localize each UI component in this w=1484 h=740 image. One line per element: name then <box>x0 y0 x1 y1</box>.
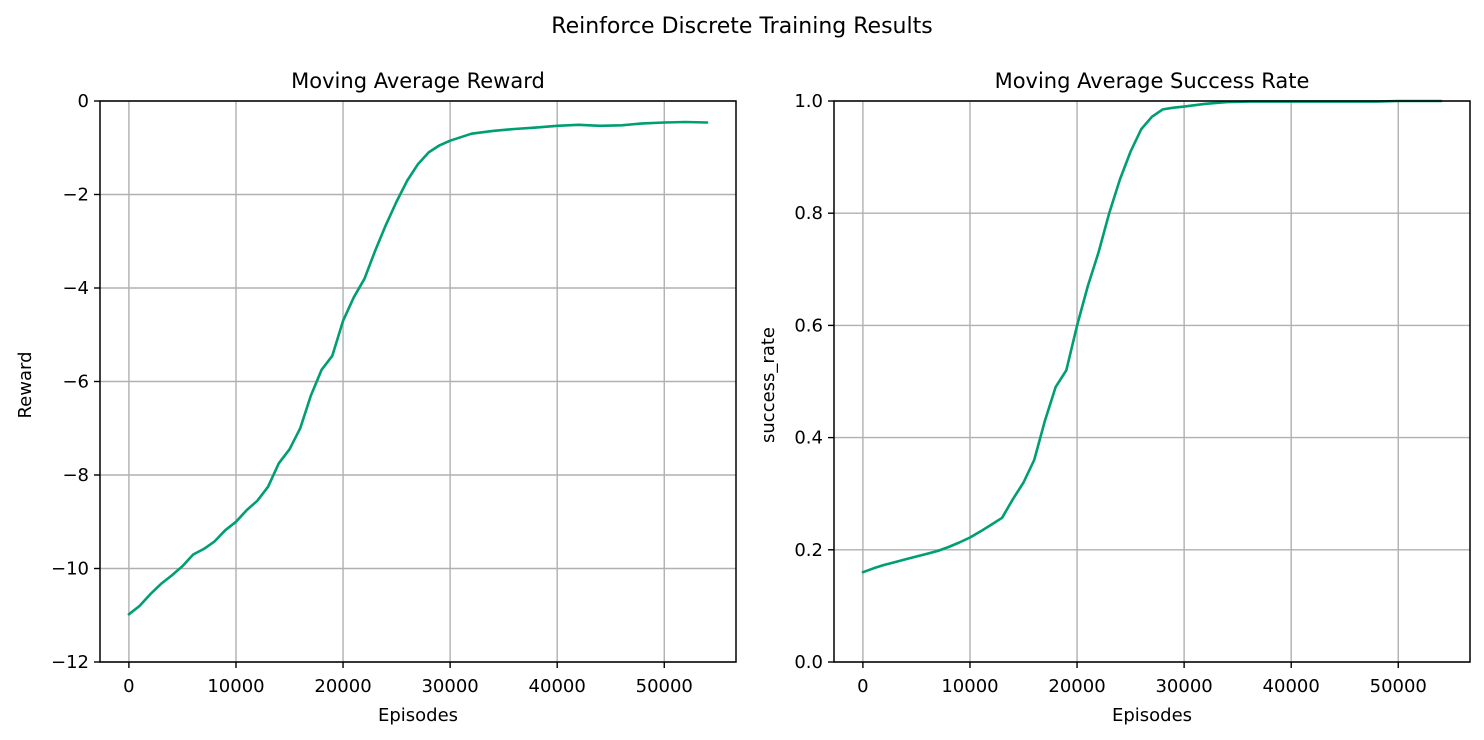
reward-y-axis-label: Reward <box>15 351 36 418</box>
reward-y-tick-label: 0 <box>78 91 89 112</box>
reward-chart-title: Moving Average Reward <box>291 69 545 93</box>
reward-y-tick-label: −10 <box>51 559 89 580</box>
success-rate-chart-title: Moving Average Success Rate <box>995 69 1310 93</box>
success-rate-x-tick-label: 40000 <box>1263 676 1320 697</box>
success-rate-x-axis-label: Episodes <box>1112 705 1192 726</box>
reward-y-tick-label: −6 <box>62 372 89 393</box>
success-rate-x-tick-label: 30000 <box>1155 676 1212 697</box>
success-rate-y-axis-label: success_rate <box>758 327 779 443</box>
success-rate-x-tick-label: 20000 <box>1048 676 1105 697</box>
reward-chart: 0 10000 20000 30000 40000 50000 −12 −10 −8 −6 −4 −2… <box>15 69 737 726</box>
reward-ticks: 0 10000 20000 30000 40000 50000 −12 −10 −8 −6 −4 −2… <box>51 91 693 697</box>
reward-y-tick-label: −4 <box>62 278 89 299</box>
reward-line <box>127 120 709 616</box>
reward-series <box>127 120 709 616</box>
success-rate-line <box>861 99 1443 574</box>
reward-x-axis-label: Episodes <box>378 705 458 726</box>
success-rate-y-tick-label: 0.6 <box>794 315 823 336</box>
success-rate-y-tick-label: 0.4 <box>794 428 823 449</box>
success-rate-ticks: 0 10000 20000 30000 40000 50000 0.0 0.2 0.4 0.6 0.… <box>794 91 1427 697</box>
reward-x-tick-label: 30000 <box>421 676 478 697</box>
reward-x-tick-label: 20000 <box>314 676 371 697</box>
success-rate-y-tick-label: 1.0 <box>794 91 823 112</box>
figure-suptitle: Reinforce Discrete Training Results <box>551 14 932 39</box>
reward-y-tick-label: −2 <box>62 185 89 206</box>
success-rate-y-tick-label: 0.2 <box>794 540 823 561</box>
reward-x-tick-label: 40000 <box>529 676 586 697</box>
success-rate-chart: 0 10000 20000 30000 40000 50000 0.0 0.2 0.4 0.6 0.… <box>758 69 1471 726</box>
success-rate-y-tick-label: 0.8 <box>794 203 823 224</box>
success-rate-x-tick-label: 0 <box>857 676 868 697</box>
reward-grid <box>100 100 736 663</box>
success-rate-series <box>861 99 1443 574</box>
reward-y-tick-label: −12 <box>51 652 89 673</box>
reward-x-tick-label: 10000 <box>207 676 264 697</box>
reward-x-tick-label: 0 <box>123 676 134 697</box>
reward-y-tick-label: −8 <box>62 465 89 486</box>
success-rate-grid <box>834 100 1470 663</box>
success-rate-y-tick-label: 0.0 <box>794 652 823 673</box>
success-rate-plot-frame <box>833 100 1471 663</box>
reward-x-tick-label: 50000 <box>636 676 693 697</box>
success-rate-x-tick-label: 10000 <box>941 676 998 697</box>
success-rate-x-tick-label: 50000 <box>1370 676 1427 697</box>
